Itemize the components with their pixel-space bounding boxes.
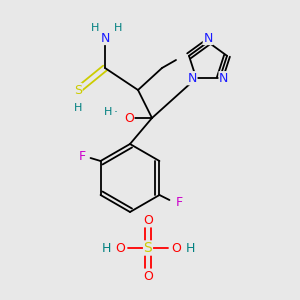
Text: S: S	[74, 83, 82, 97]
Text: ·: ·	[114, 106, 118, 119]
Text: N: N	[219, 72, 228, 85]
Text: H: H	[114, 23, 122, 33]
Text: N: N	[203, 32, 213, 44]
Text: H: H	[91, 23, 99, 33]
Text: O: O	[124, 112, 134, 124]
Text: F: F	[79, 149, 86, 163]
Text: N: N	[100, 32, 110, 44]
Text: H: H	[74, 103, 82, 113]
Text: H: H	[185, 242, 195, 254]
Text: O: O	[143, 269, 153, 283]
Text: N: N	[188, 72, 197, 85]
Text: H: H	[101, 242, 111, 254]
Text: O: O	[171, 242, 181, 254]
Text: S: S	[144, 241, 152, 255]
Text: O: O	[143, 214, 153, 226]
Text: O: O	[115, 242, 125, 254]
Text: F: F	[176, 196, 183, 209]
Text: H: H	[104, 107, 112, 117]
